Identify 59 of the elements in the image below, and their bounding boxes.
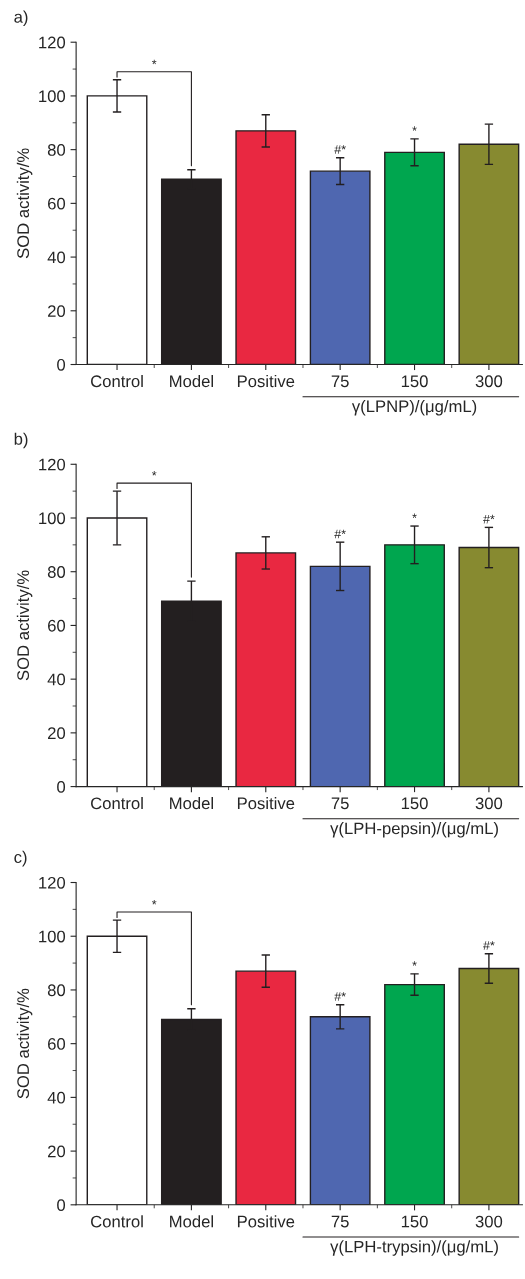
y-axis-title: SOD activity/%	[16, 570, 33, 681]
annotation: *	[412, 961, 417, 966]
y-tick-label: 120	[39, 458, 66, 471]
y-tick-label: 0	[57, 1199, 66, 1212]
y-tick-label: 40	[47, 1091, 66, 1104]
y-tick-label: 100	[39, 930, 66, 943]
x-axis-title: γ(LPH-trypsin)/(μg/mL)	[330, 1240, 498, 1256]
y-tick-label: 60	[48, 197, 66, 210]
x-tick-label: 75	[331, 797, 349, 810]
x-tick-label: 300	[475, 375, 503, 388]
x-tick-label: 150	[401, 375, 428, 388]
annotation: *	[412, 513, 417, 518]
annotation: #*	[334, 992, 346, 1001]
y-tick-label: 60	[48, 1038, 66, 1050]
x-tick-label: Positive	[237, 797, 295, 810]
annotation: *	[151, 59, 157, 65]
annotation: #*	[483, 514, 495, 524]
annotation: #*	[483, 941, 495, 950]
x-tick-label: Positive	[237, 374, 295, 388]
x-tick-label: 300	[475, 797, 503, 810]
x-tick-label: Model	[170, 797, 213, 810]
y-tick-label: 0	[57, 358, 66, 371]
y-tick-label: 20	[48, 727, 66, 740]
y-axis-title: SOD activity/%	[16, 988, 33, 1099]
annotation: #*	[334, 529, 346, 539]
annotation: #*	[334, 145, 346, 154]
chart-title: a)	[14, 10, 28, 27]
y-tick-label: 100	[39, 90, 66, 103]
y-tick-label: 80	[47, 144, 66, 156]
annotation: *	[412, 126, 417, 131]
x-tick-label: Control	[91, 1215, 143, 1228]
x-tick-label: 150	[401, 797, 428, 810]
y-tick-label: 0	[57, 780, 66, 793]
y-tick-label: 20	[48, 305, 66, 317]
annotation: *	[151, 471, 157, 476]
y-tick-label: 80	[47, 984, 66, 997]
y-tick-label: 120	[39, 876, 66, 889]
x-tick-label: 300	[475, 1215, 503, 1228]
x-tick-label: Control	[91, 374, 143, 388]
x-tick-label: Positive	[237, 1215, 295, 1228]
y-tick-label: 20	[48, 1145, 66, 1158]
x-tick-label: Control	[91, 797, 143, 810]
x-axis-title: γ(LPNP)/(μg/mL)	[351, 399, 477, 416]
x-tick-label: Model	[170, 374, 213, 388]
x-tick-label: Model	[170, 1215, 213, 1228]
y-axis-title: SOD activity/%	[16, 148, 33, 259]
chart-title: c)	[14, 850, 27, 867]
y-tick-label: 120	[39, 36, 66, 49]
x-axis-title: γ(LPH-pepsin)/(μg/mL)	[330, 822, 498, 838]
y-tick-label: 100	[39, 512, 66, 525]
x-tick-label: 150	[401, 1215, 428, 1228]
y-tick-label: 80	[47, 566, 66, 578]
x-tick-label: 75	[331, 375, 349, 388]
y-tick-label: 40	[47, 673, 66, 686]
x-tick-label: 75	[331, 1215, 349, 1228]
y-tick-label: 40	[47, 251, 66, 264]
y-tick-label: 60	[48, 619, 66, 632]
annotation: *	[151, 900, 157, 905]
chart-title: b)	[14, 432, 28, 449]
